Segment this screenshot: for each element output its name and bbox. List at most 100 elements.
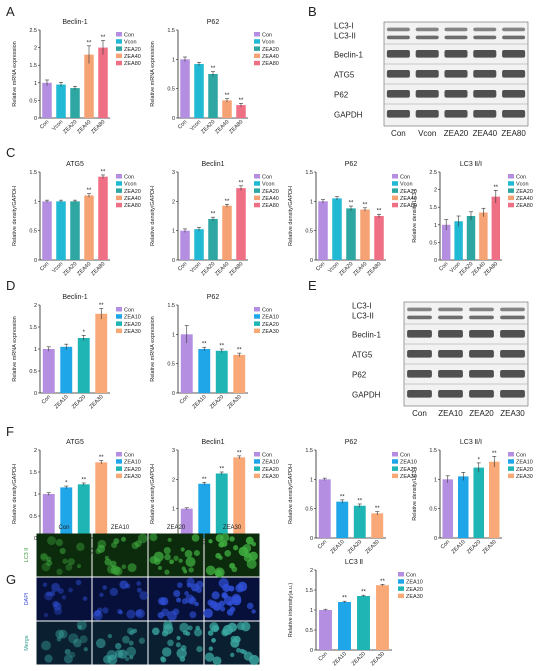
cell-nucleus	[57, 587, 64, 594]
legend-entry: Con	[516, 452, 526, 458]
significance-mark: **	[219, 467, 224, 473]
bar-con	[42, 82, 52, 118]
panel-letter-b: B	[308, 4, 317, 19]
legend-entry: ZEA20	[262, 47, 279, 53]
x-tick-label: Con	[39, 261, 50, 272]
x-tick-label: Con	[177, 261, 188, 272]
y-tick-label: 0	[34, 258, 37, 264]
legend-swatch	[116, 466, 122, 471]
cell-nucleus	[193, 628, 203, 637]
cell-nucleus	[63, 654, 73, 664]
panel-letter-a: A	[6, 4, 15, 19]
significance-mark: **	[349, 201, 354, 207]
bar-zea30	[95, 313, 108, 393]
legend-entry: ZEA10	[516, 460, 533, 466]
y-tick-label: 1	[310, 477, 313, 483]
x-tick-label: Con	[318, 651, 329, 662]
legend-entry: Con	[262, 307, 272, 313]
blot-band	[444, 90, 468, 98]
bar-zea30	[371, 513, 384, 538]
cell-nucleus	[122, 635, 130, 644]
legend-swatch	[254, 459, 260, 464]
bar-zea40	[479, 212, 488, 260]
cell-nucleus	[68, 633, 79, 644]
blot-band	[469, 350, 494, 358]
legend-swatch	[392, 473, 398, 479]
cell-nucleus	[173, 555, 179, 561]
y-tick-label: 1.5	[429, 205, 437, 211]
cell-nucleus	[94, 609, 101, 617]
cell-nucleus	[67, 558, 75, 566]
cell-nucleus	[58, 629, 68, 639]
blot-band	[502, 35, 526, 40]
legend-swatch	[254, 466, 260, 471]
bar-zea30	[233, 354, 246, 393]
y-tick-label: 0.5	[167, 362, 175, 368]
micrograph-row-label: DAPI	[24, 592, 30, 605]
bar-zea40	[84, 195, 94, 260]
cell-nucleus	[135, 609, 143, 617]
legend-entry: ZEA30	[124, 329, 141, 335]
y-tick-label: 1.5	[29, 325, 37, 331]
cell-nucleus	[121, 564, 127, 570]
legend-entry: ZEA40	[262, 196, 279, 202]
cell-nucleus	[178, 558, 183, 563]
blot-band	[500, 390, 525, 398]
blot-band	[415, 110, 439, 118]
legend-entry: ZEA80	[124, 61, 141, 67]
blot-band	[469, 390, 494, 398]
cell-nucleus	[99, 592, 104, 598]
micrograph-tile	[36, 533, 92, 577]
cell-nucleus	[246, 602, 254, 610]
significance-mark: *	[65, 481, 68, 487]
y-tick-label: 2	[310, 568, 313, 574]
blot-lane-label: ZEA40	[473, 129, 498, 138]
cell-nucleus	[163, 624, 174, 635]
cell-nucleus	[226, 608, 234, 616]
legend-swatch	[254, 307, 260, 312]
legend-swatch	[392, 188, 398, 193]
x-tick-label: ZEA40	[214, 119, 230, 135]
y-tick-label: 1	[34, 199, 37, 205]
x-tick-label: ZEA40	[76, 261, 92, 277]
blot-label: LC3-II	[334, 31, 356, 40]
y-tick-label: 0.5	[305, 229, 313, 235]
panel-letter-e: E	[308, 278, 317, 293]
legend-swatch	[254, 473, 260, 479]
x-tick-label: ZEA10	[451, 539, 467, 555]
legend-swatch	[254, 452, 260, 457]
y-tick-label: 0.5	[29, 98, 37, 104]
chart-title: P62	[345, 439, 358, 446]
y-axis-label: Relative density/GAPDH	[150, 186, 156, 246]
panel-letter-f: F	[6, 424, 14, 439]
blot-band	[444, 50, 468, 58]
legend-entry: ZEA40	[124, 196, 141, 202]
cell-nucleus	[185, 556, 196, 567]
cell-nucleus	[113, 566, 123, 576]
x-tick-label: ZEA20	[200, 119, 216, 135]
legend-swatch	[508, 188, 514, 193]
chart-c1: ATG5 Relative density/GAPDH 0 0.5 1 1.5 Con Vco…	[12, 161, 141, 277]
blot-band	[500, 330, 525, 338]
cell-nucleus	[64, 648, 71, 655]
significance-mark: **	[87, 188, 92, 194]
legend-swatch	[254, 328, 260, 334]
significance-mark: **	[357, 498, 362, 504]
micrograph-column-label: ZEA30	[223, 525, 242, 531]
cell-nucleus	[51, 582, 61, 592]
bar-zea20	[70, 201, 80, 260]
bar-vcon	[56, 201, 66, 260]
x-tick-label: Con	[39, 119, 50, 130]
x-tick-label: ZEA30	[370, 651, 386, 667]
x-tick-label: Con	[317, 539, 328, 550]
blot-band	[386, 50, 410, 58]
bar-vcon	[332, 198, 342, 260]
cell-nucleus	[76, 542, 85, 552]
cell-nucleus	[182, 630, 188, 636]
cell-nucleus	[95, 548, 102, 555]
blot-band	[473, 70, 497, 78]
legend-entry: Con	[124, 174, 134, 180]
x-tick-label: Con	[440, 539, 451, 550]
y-tick-label: 1	[34, 492, 37, 498]
